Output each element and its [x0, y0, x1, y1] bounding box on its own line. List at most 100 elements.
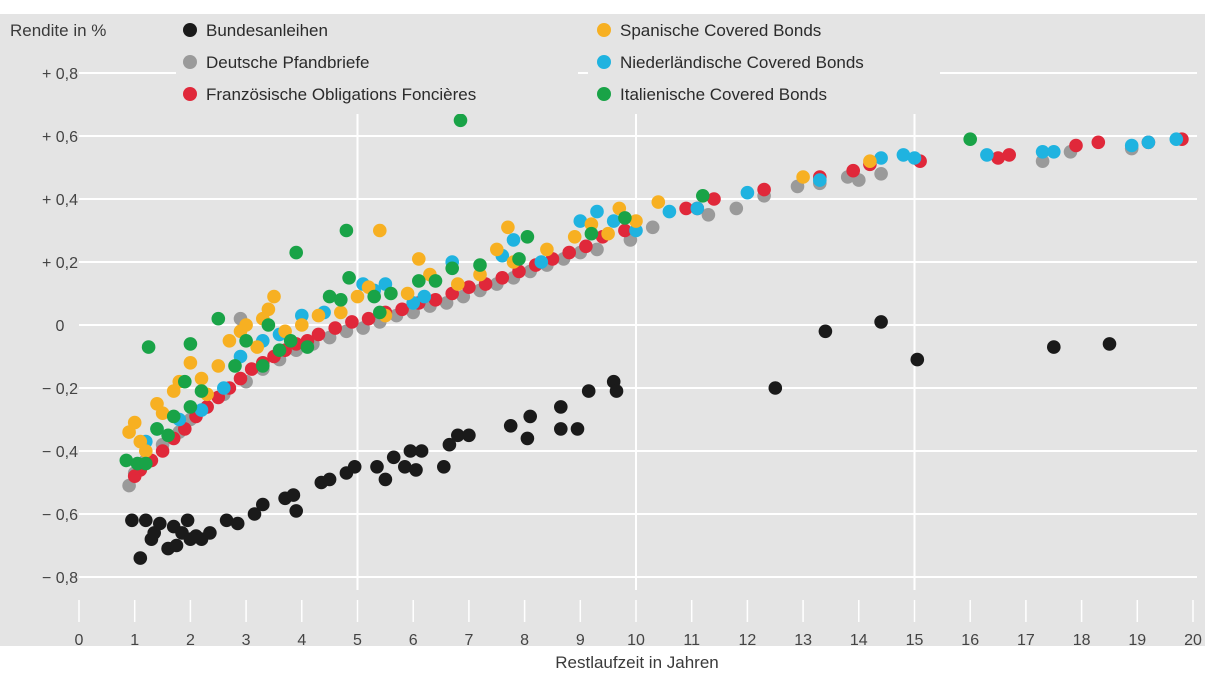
- data-point: [896, 148, 911, 162]
- data-point: [520, 431, 535, 446]
- data-point: [1102, 337, 1117, 351]
- data-point: [194, 403, 209, 417]
- data-point: [267, 289, 281, 304]
- series-bundesanleihen: [125, 315, 1117, 565]
- data-point: [180, 513, 195, 528]
- data-point: [139, 456, 153, 471]
- data-point: [295, 318, 309, 332]
- y-tick-label: − 0,4: [42, 444, 78, 461]
- data-point: [601, 226, 615, 241]
- data-point: [740, 185, 755, 200]
- data-point: [1069, 138, 1083, 153]
- data-point: [211, 359, 226, 373]
- data-point: [696, 189, 710, 203]
- x-tick-label: 1: [130, 632, 139, 649]
- y-tick-label: + 0,4: [42, 192, 78, 209]
- data-point: [169, 538, 184, 553]
- x-tick-label: 10: [627, 632, 645, 649]
- data-point: [403, 444, 418, 458]
- data-point: [473, 267, 487, 282]
- data-point: [907, 151, 922, 165]
- legend-marker: [183, 87, 197, 101]
- data-point: [334, 305, 348, 320]
- gridlines: [79, 28, 1197, 590]
- data-point: [512, 252, 526, 266]
- data-point: [501, 220, 515, 235]
- x-axis: 0 1 2 3 4 5 6 7 8 9 10 11 12 13 14 15 16 17 18 19 20: [75, 600, 1202, 649]
- data-point: [244, 362, 259, 376]
- data-point: [230, 516, 245, 531]
- data-point: [183, 356, 198, 370]
- data-point: [289, 504, 304, 518]
- data-point: [991, 151, 1005, 165]
- data-point: [442, 437, 457, 452]
- x-axis-title: Restlaufzeit in Jahren: [555, 653, 718, 672]
- legend-label: Französische Obligations Foncières: [206, 85, 476, 104]
- data-point: [239, 318, 253, 332]
- data-point: [345, 315, 359, 329]
- data-point: [222, 334, 237, 348]
- data-point: [428, 293, 443, 307]
- data-point: [451, 277, 465, 291]
- data-point: [813, 173, 827, 187]
- data-point: [818, 324, 833, 339]
- x-tick-label: 16: [961, 632, 979, 649]
- data-point: [255, 359, 270, 373]
- data-point: [133, 551, 148, 565]
- y-tick-labels: + 0,8 + 0,6 + 0,4 + 0,2 0 − 0,2 − 0,4 − 0,6 − 0,…: [42, 66, 78, 587]
- data-point: [153, 516, 167, 531]
- data-point: [554, 400, 568, 414]
- data-point: [155, 444, 170, 458]
- data-point: [490, 242, 504, 257]
- data-point: [386, 450, 401, 465]
- x-tick-label: 20: [1184, 632, 1202, 649]
- y-tick-label: + 0,6: [42, 129, 78, 146]
- data-point: [384, 286, 398, 301]
- x-tick-label: 15: [906, 632, 924, 649]
- data-point: [286, 488, 301, 502]
- data-point: [283, 334, 298, 348]
- x-tick-label: 13: [794, 632, 812, 649]
- data-point: [863, 154, 877, 168]
- data-point: [570, 422, 585, 436]
- legend-marker: [183, 55, 197, 69]
- data-point: [874, 315, 888, 329]
- data-point: [495, 271, 510, 285]
- legend-label: Deutsche Pfandbriefe: [206, 53, 370, 72]
- data-point: [1124, 138, 1139, 153]
- data-point: [503, 419, 518, 433]
- data-point: [412, 252, 426, 266]
- data-point: [373, 305, 387, 320]
- data-point: [562, 245, 576, 260]
- legend-label: Niederländische Covered Bonds: [620, 53, 864, 72]
- data-point: [194, 371, 209, 386]
- data-point: [334, 293, 348, 307]
- y-tick-label: 0: [56, 318, 65, 335]
- data-point: [534, 255, 549, 269]
- data-point: [328, 321, 343, 335]
- x-tick-label: 6: [409, 632, 418, 649]
- x-tick-label: 2: [186, 632, 195, 649]
- data-point: [609, 384, 624, 398]
- data-point: [311, 308, 326, 323]
- x-tick-label: 11: [683, 632, 700, 649]
- data-point: [347, 460, 362, 474]
- x-tick-label: 17: [1017, 632, 1035, 649]
- data-point: [139, 513, 153, 528]
- data-point: [1035, 154, 1050, 168]
- data-point: [125, 513, 139, 528]
- data-point: [874, 167, 888, 181]
- data-point: [554, 422, 568, 436]
- data-point: [361, 311, 376, 326]
- data-point: [651, 195, 666, 209]
- data-point: [462, 428, 476, 443]
- data-point: [400, 286, 415, 301]
- data-point: [255, 497, 270, 512]
- data-point: [161, 428, 175, 443]
- data-point: [451, 428, 465, 443]
- data-point: [590, 204, 604, 219]
- series-italienische-covered-bonds: [119, 113, 977, 471]
- data-point: [166, 409, 181, 424]
- data-point: [768, 381, 783, 395]
- data-point: [729, 201, 744, 216]
